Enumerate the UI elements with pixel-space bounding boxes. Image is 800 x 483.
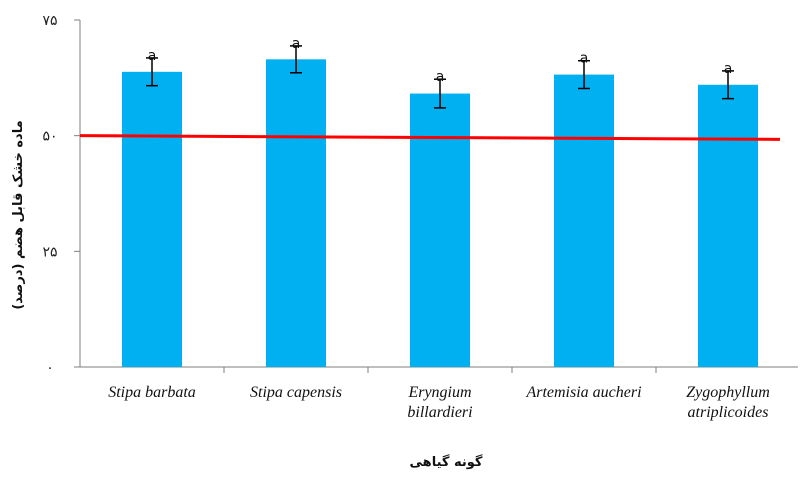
x-tick-label: Artemisia aucheri <box>525 384 641 401</box>
bar <box>698 84 758 368</box>
significance-label: a <box>724 61 733 77</box>
x-axis-title: گونه گیاهی <box>410 454 483 470</box>
y-tick-label: ۰ <box>46 360 54 376</box>
reference-line <box>79 134 781 141</box>
bar <box>122 71 182 367</box>
bar <box>410 93 470 368</box>
significance-label: a <box>148 48 157 64</box>
plot-area: ۰ ۲۵ ۵۰ ۷۵ a Stipa barbata a Stipa capensis a Ery… <box>42 13 798 421</box>
significance-label: a <box>292 36 301 52</box>
y-axis-title: ماده خشک قابل هضم (درصد) <box>11 120 26 309</box>
significance-label: a <box>580 51 589 67</box>
x-tick-label: Zygophyllum atriplicoides <box>686 384 770 421</box>
y-tick-label: ۷۵ <box>42 13 57 29</box>
bar <box>554 74 614 367</box>
x-tick-label: Stipa barbata <box>108 384 196 401</box>
y-tick-label: ۵۰ <box>42 129 57 145</box>
y-tick-label: ۲۵ <box>42 244 57 260</box>
x-tick-label: Stipa capensis <box>250 384 342 401</box>
bar <box>266 59 326 368</box>
significance-label: a <box>436 69 445 85</box>
x-tick-label: Eryngium billardieri <box>407 384 472 421</box>
